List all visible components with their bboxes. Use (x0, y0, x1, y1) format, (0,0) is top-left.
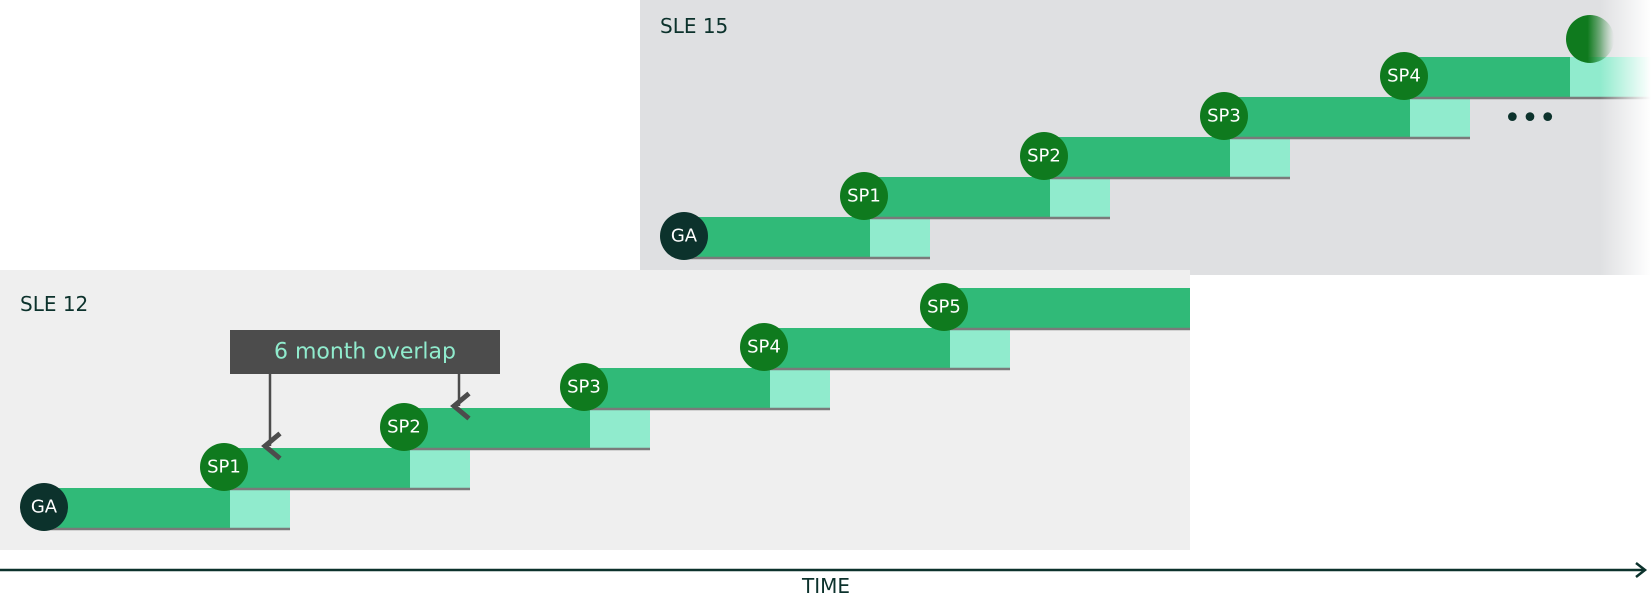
sle12-badge-ga (20, 483, 68, 531)
sle15-badge-sp4 (1380, 52, 1428, 100)
sle12-badge-sp4 (740, 323, 788, 371)
sle12-support-bar-sp1 (224, 448, 410, 488)
sle15-panel-title: SLE 15 (660, 14, 728, 38)
sle15-badge-label-sp1: SP1 (847, 186, 881, 207)
sle15-support-bar-sp4 (1404, 57, 1570, 97)
sle12-badge-sp5 (920, 283, 968, 331)
sle12-badge-label-sp5: SP5 (927, 297, 961, 318)
sle12-badge-sp1 (200, 443, 248, 491)
sle12-support-bar-ga (44, 488, 230, 528)
sle15-badge-ga (660, 212, 708, 260)
overlap-callout: 6 month overlap (230, 330, 500, 461)
sle15-support-bar-sp1 (864, 177, 1050, 217)
sle15-badge-label-sp3: SP3 (1207, 106, 1241, 127)
time-axis: TIME (0, 562, 1648, 598)
sle12-release-steps: GA SP1 SP2 SP3 SP4 SP5 (20, 283, 1190, 531)
sle15-panel: SLE 15 GA SP1 SP2 SP3 SP4 ••• (640, 0, 1651, 275)
sle15-badge-sp1 (840, 172, 888, 220)
sle12-badge-label-ga: GA (31, 497, 58, 518)
sle15-badge-sp3 (1200, 92, 1248, 140)
time-axis-label: TIME (801, 574, 850, 598)
sle12-badge-sp2 (380, 403, 428, 451)
sle12-support-bar-sp4 (764, 328, 950, 368)
overlap-callout-text: 6 month overlap (274, 340, 456, 365)
sle12-panel: SLE 12 GA SP1 SP2 SP3 SP4 SP5 (0, 270, 1190, 550)
sle15-release-steps: GA SP1 SP2 SP3 SP4 (660, 15, 1651, 260)
sle15-support-bar-ga (684, 217, 870, 257)
sle12-panel-title: SLE 12 (20, 292, 88, 316)
sle15-badge-label-sp2: SP2 (1027, 146, 1061, 167)
sle12-support-bar-sp5 (944, 288, 1190, 328)
sle12-badge-label-sp2: SP2 (387, 417, 421, 438)
continuation-ellipsis: ••• (1503, 101, 1556, 136)
sle15-badge-label-ga: GA (671, 226, 698, 247)
sle12-support-bar-sp3 (584, 368, 770, 408)
sle15-support-bar-sp2 (1044, 137, 1230, 177)
sle12-badge-label-sp1: SP1 (207, 457, 241, 478)
sle12-badge-sp3 (560, 363, 608, 411)
overlap-callout-box (230, 330, 500, 374)
sle12-badge-label-sp4: SP4 (747, 337, 781, 358)
sle12-support-bar-sp2 (404, 408, 590, 448)
sle15-badge-label-sp4: SP4 (1387, 66, 1421, 87)
sle15-support-bar-sp3 (1224, 97, 1410, 137)
sle15-fade-overlay (1600, 0, 1651, 275)
sle12-badge-label-sp3: SP3 (567, 377, 601, 398)
time-axis-arrow-icon (1635, 562, 1648, 578)
sle15-badge-sp2 (1020, 132, 1068, 180)
